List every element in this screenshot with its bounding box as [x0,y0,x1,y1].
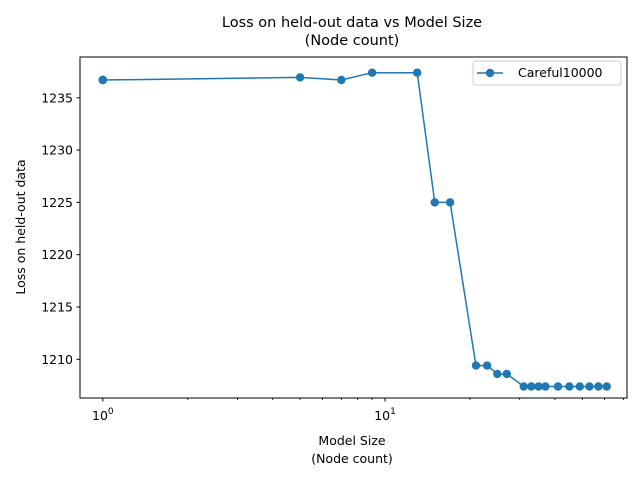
x-tick-label: 101 [374,407,396,423]
data-point [519,382,528,391]
y-tick-label: 1225 [41,195,73,210]
data-point [493,369,502,379]
data-point [565,382,574,391]
data-point [585,382,594,391]
plot-frame [79,56,628,399]
legend-label: Careful10000 [518,65,603,80]
axes-layer: 1210 1215 1220 1225 1230 1235 100 101 [41,56,628,423]
y-tick-label: 1230 [41,143,73,158]
data-point [534,382,543,391]
data-point [553,382,563,391]
data-point [413,68,422,77]
legend-box [472,60,622,86]
data-point [471,361,481,370]
y-tick-label: 1215 [41,299,73,314]
legend: Careful10000 [472,60,622,86]
y-tick-label: 1210 [41,352,73,367]
legend-marker [485,68,495,78]
x-axis-label-line-2: (Node count) [311,451,393,466]
x-tick-label: 100 [92,407,114,423]
data-point [502,369,511,379]
plot-layer [98,68,611,391]
data-point [98,75,108,85]
data-point [295,73,305,82]
data-point [527,382,536,391]
y-tick-label: 1220 [41,247,73,262]
data-point [337,75,346,85]
chart-title-line-1: Loss on held-out data vs Model Size [222,15,482,31]
data-point [430,198,439,207]
data-point [575,382,585,391]
data-point [594,382,603,391]
data-point [445,198,455,207]
data-point [367,68,377,77]
y-axis-label: Loss on held-out data [13,159,28,294]
data-point [541,382,550,391]
chart-title-line-2: (Node count) [305,33,400,49]
x-axis-label-line-1: Model Size [318,433,385,448]
data-point [482,361,492,370]
data-point [602,382,611,391]
y-tick-label: 1235 [41,90,73,105]
